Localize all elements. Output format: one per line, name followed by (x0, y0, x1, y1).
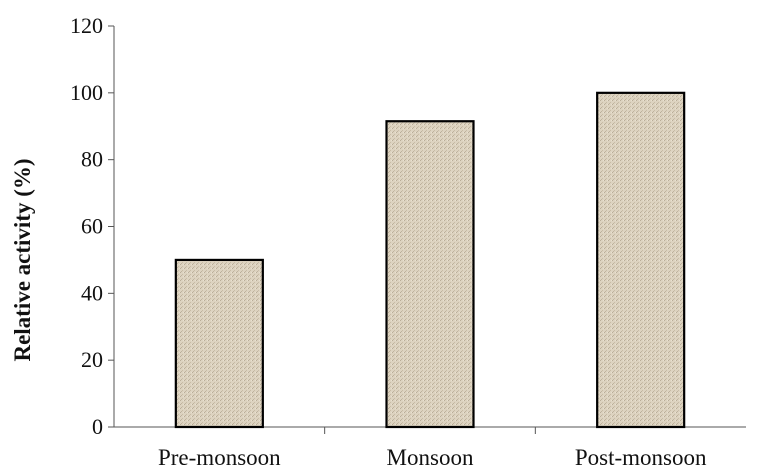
y-tick-label: 20 (81, 347, 103, 372)
bar-monsoon (385, 120, 475, 429)
bars (174, 91, 686, 429)
y-tick-label: 60 (81, 214, 103, 239)
x-category-label: Monsoon (387, 445, 474, 470)
y-tick-label: 0 (92, 414, 103, 439)
y-tick-label: 40 (81, 280, 103, 305)
labels: 0 20 40 60 80 100 120 Pre-monsoon Monsoon Post-mo… (70, 13, 707, 470)
x-category-label: Post-monsoon (575, 445, 707, 470)
bar-pre-monsoon (174, 258, 264, 429)
y-tick-label: 100 (70, 80, 103, 105)
y-tick-label: 80 (81, 147, 103, 172)
y-axis-title: Relative activity (%) (10, 158, 35, 361)
bar-post-monsoon (596, 91, 686, 429)
y-tick-label: 120 (70, 13, 103, 38)
x-category-label: Pre-monsoon (158, 445, 281, 470)
